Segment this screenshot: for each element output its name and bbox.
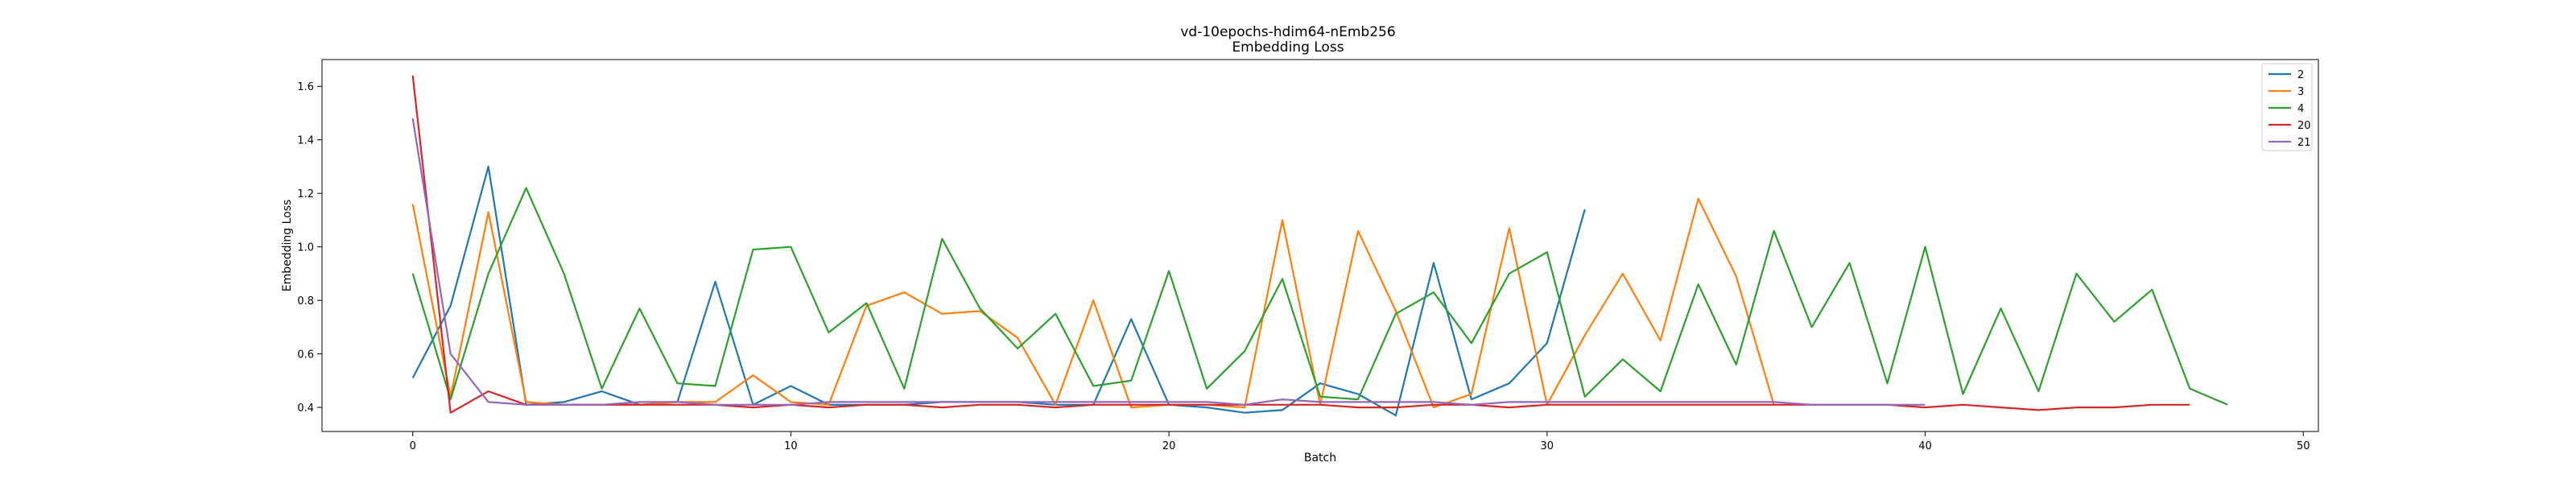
chart-subtitle: Embedding Loss — [1232, 39, 1344, 56]
x-tick-label: 10 — [784, 440, 798, 452]
x-tick-label: 30 — [1541, 440, 1554, 452]
x-axis-ticks: 0 10 20 30 40 50 — [410, 431, 2310, 452]
x-tick-label: 50 — [2297, 440, 2310, 452]
chart-title: vd-10epochs-hdim64-nEmb256 — [1180, 24, 1395, 40]
series-line-4 — [411, 187, 2228, 406]
y-tick-label: 0.8 — [297, 295, 314, 308]
y-tick-label: 0.4 — [297, 402, 314, 415]
y-tick-label: 1.2 — [297, 188, 314, 200]
legend-label-20: 20 — [2297, 120, 2311, 132]
legend: 2 3 4 20 21 — [2261, 63, 2313, 151]
legend-label-21: 21 — [2297, 137, 2311, 149]
legend-label-3: 3 — [2297, 86, 2304, 98]
x-tick-label: 0 — [410, 440, 416, 452]
plot-lines — [411, 75, 2228, 417]
series-line-21 — [411, 118, 1926, 406]
y-tick-label: 1.6 — [297, 81, 314, 93]
series-line-3 — [411, 197, 1775, 409]
y-tick-label: 1.4 — [297, 135, 314, 147]
y-tick-label: 0.6 — [297, 349, 314, 361]
series-line-20 — [411, 75, 2190, 414]
legend-label-2: 2 — [2297, 69, 2304, 81]
plot-area-frame — [321, 59, 2319, 432]
legend-label-4: 4 — [2297, 103, 2304, 115]
y-axis-ticks: 0.4 0.6 0.8 1.0 1.2 1.4 1.6 — [297, 81, 322, 415]
y-axis-label: Embedding Loss — [281, 200, 294, 292]
x-axis-label: Batch — [1304, 452, 1336, 464]
series-line-2 — [411, 165, 1586, 417]
y-tick-label: 1.0 — [297, 242, 314, 254]
x-tick-label: 40 — [1918, 440, 1932, 452]
x-tick-label: 20 — [1162, 440, 1176, 452]
